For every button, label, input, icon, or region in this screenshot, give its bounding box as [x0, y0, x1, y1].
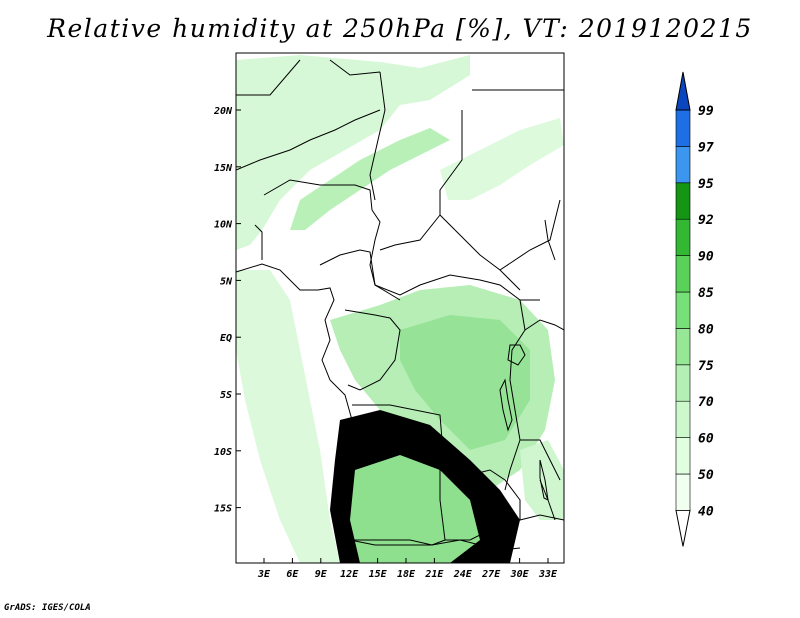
lon-tick-label: 12E — [340, 569, 359, 580]
colorbar-label: 95 — [698, 177, 714, 192]
colorbar-max-triangle — [675, 71, 691, 111]
border-cameroon — [319, 249, 376, 286]
border-mid-2 — [254, 224, 263, 260]
border-north-1 — [236, 59, 381, 96]
lon-tick-label: 21E — [424, 569, 444, 580]
lat-tick-label: 15S — [214, 504, 232, 515]
lon-tick-label: 30E — [510, 569, 530, 580]
colorbar-segment — [675, 328, 691, 366]
colorbar-label: 60 — [698, 432, 714, 447]
humidity-region-northwest — [236, 55, 470, 250]
colorbar-segment — [675, 146, 691, 184]
border-car — [374, 274, 540, 301]
lake-victoria — [507, 344, 526, 366]
humidity-region-central-core — [400, 315, 530, 450]
lon-tick-label: 33E — [538, 569, 558, 580]
colorbar-segment — [675, 255, 691, 293]
border-ethiopia — [499, 199, 561, 271]
colorbar-label: 97 — [698, 140, 714, 155]
country-borders — [236, 59, 564, 563]
lon-tick-label: 27E — [481, 569, 501, 580]
colorbar-segment — [675, 437, 691, 475]
lon-tick-label: 18E — [397, 569, 416, 580]
lon-tick-label: 24E — [453, 569, 473, 580]
colorbar-label: 80 — [698, 322, 714, 337]
border-west-sahel — [236, 109, 381, 171]
humidity-region-northwest-band — [290, 128, 450, 230]
colorbar-segment — [675, 218, 691, 256]
map-title: Relative humidity at 250hPa [%], VT: 201… — [47, 14, 753, 43]
colorbar-label: 50 — [698, 468, 714, 483]
colorbar-label: 40 — [698, 504, 714, 519]
lon-tick-label: 9E — [315, 569, 328, 580]
colorbar-label: 90 — [698, 250, 714, 265]
colorbar-segment — [675, 364, 691, 402]
colorbar-label: 75 — [698, 359, 714, 374]
lat-tick-label: 10N — [214, 220, 233, 231]
colorbar-segment — [675, 400, 691, 438]
border-zambia — [439, 469, 521, 541]
border-mid-1 — [263, 179, 401, 301]
border-ss — [454, 229, 521, 291]
lon-tick-label: 15E — [369, 569, 388, 580]
colorbar-segment — [675, 473, 691, 511]
grads-credit: GrADS: IGES/COLA — [4, 603, 91, 613]
coastline-west-africa — [236, 263, 353, 563]
border-tanzania — [520, 319, 564, 481]
border-south — [349, 539, 521, 551]
map-frame — [235, 52, 565, 564]
colorbar-segment — [675, 109, 691, 147]
colorbar-label: 99 — [698, 104, 714, 119]
lon-tick-label: 6E — [286, 569, 299, 580]
lat-tick-label: EQ — [220, 333, 232, 344]
lake-malawi — [539, 459, 549, 501]
border-north-3 — [439, 110, 463, 231]
border-sudan — [379, 214, 441, 251]
lat-tick-label: 5N — [220, 276, 233, 287]
latitude-ticks: 20N 15N 10N 5N EQ 5S 10S 15S — [213, 106, 241, 515]
longitude-ticks: 3E 6E 9E 12E 15E 18E 21E 24E 27E 30E 33E — [257, 558, 558, 580]
lon-tick-label: 3E — [257, 569, 271, 580]
border-angola — [350, 404, 446, 546]
colorbar: 40 50 60 70 75 80 85 90 92 95 97 99 — [675, 71, 714, 547]
colorbar-label: 70 — [698, 395, 714, 410]
colorbar-min-triangle — [675, 509, 691, 547]
colorbar-segment — [675, 182, 691, 220]
colorbar-label: 92 — [698, 213, 714, 228]
humidity-region-south-core — [350, 455, 480, 563]
lat-tick-label: 20N — [213, 106, 233, 117]
lake-tanganyika — [499, 378, 513, 432]
lat-tick-label: 10S — [214, 447, 232, 458]
humidity-region-southeast — [520, 440, 564, 520]
border-drc-east — [504, 299, 526, 491]
colorbar-label: 85 — [698, 286, 714, 301]
colorbar-segment — [675, 291, 691, 329]
lat-tick-label: 5S — [220, 390, 232, 401]
lat-tick-label: 15N — [214, 163, 233, 174]
humidity-fields — [236, 55, 564, 563]
border-north-2 — [369, 71, 386, 201]
border-congo — [344, 309, 401, 391]
humidity-region-west-coast — [236, 270, 340, 563]
humidity-region-north-east — [440, 118, 564, 200]
